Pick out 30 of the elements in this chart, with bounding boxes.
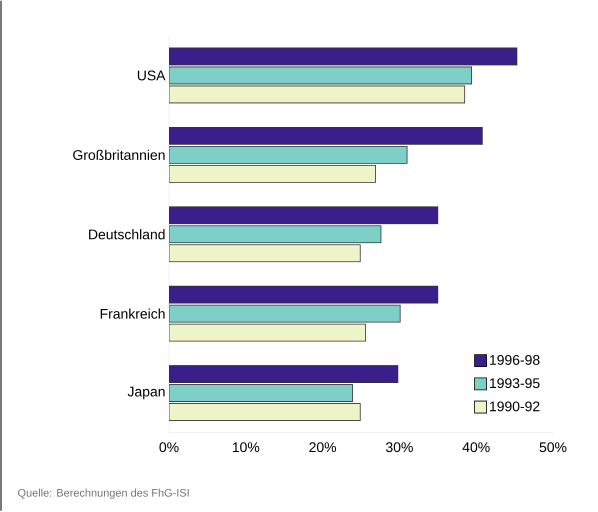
x-tick-label: 50%: [540, 442, 566, 452]
bar: [169, 127, 483, 146]
y-tick-label: Großbritannien: [73, 150, 165, 160]
legend-label: 1990-92: [490, 402, 540, 412]
legend-label: 1996-98: [490, 355, 540, 366]
bar: [169, 206, 438, 224]
x-tick-label: 0%: [159, 442, 179, 452]
y-tick-label: USA: [138, 70, 166, 81]
bar: [169, 324, 366, 342]
bar: [169, 66, 472, 85]
y-tick-label: Deutschland: [89, 229, 165, 240]
y-tick-label: Japan: [128, 387, 165, 400]
bar: [169, 384, 353, 402]
bar: [169, 48, 518, 66]
x-tick-label: 10%: [232, 442, 260, 452]
source-note: Quelle: Berechnungen des FhG-ISI: [18, 488, 189, 500]
bar: [169, 244, 361, 262]
x-tick-label: 40%: [462, 442, 490, 452]
bar: [169, 365, 398, 384]
bar: [169, 305, 401, 323]
bar: [169, 286, 438, 304]
bar: [169, 226, 382, 244]
bar: [169, 165, 376, 184]
y-tick-label: Frankreich: [100, 308, 165, 320]
bar: [169, 403, 361, 422]
x-tick-label: 30%: [386, 442, 413, 452]
bar: [169, 86, 466, 104]
x-tick-label: 20%: [309, 442, 336, 452]
bar: [169, 146, 408, 164]
legend-label: 1993-95: [490, 378, 540, 388]
